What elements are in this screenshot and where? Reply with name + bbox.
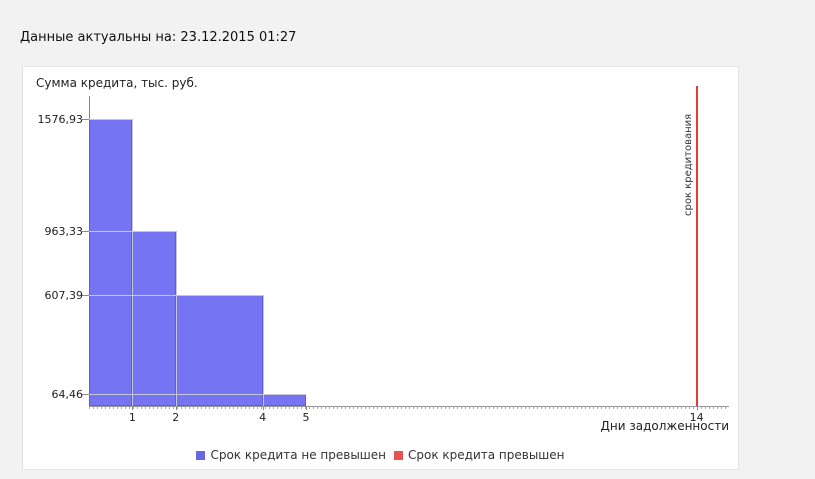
y-tick-label: 1576,93 (37, 113, 84, 126)
x-tick-label: 2 (172, 411, 180, 424)
x-axis-minor-ticks (89, 407, 729, 409)
bar (175, 295, 263, 406)
value-gridline (89, 230, 176, 232)
x-axis-title: Дни задолженности (600, 419, 730, 433)
y-tick-mark (82, 230, 89, 232)
credit-term-reference-line (695, 86, 698, 406)
x-tick-label: 14 (689, 411, 704, 424)
x-tick-mark (132, 406, 134, 410)
y-tick-label: 963,33 (44, 224, 84, 238)
legend-label: Срок кредита превышен (408, 448, 565, 462)
y-tick-mark (82, 295, 89, 297)
credit-term-reference-label: срок кредитования (683, 113, 694, 216)
chart-legend: Срок кредита не превышен Срок кредита пре… (23, 448, 738, 462)
bar-separator-line (262, 295, 264, 406)
x-axis-line (89, 406, 729, 407)
x-tick-mark (306, 406, 307, 410)
legend-swatch-icon (394, 450, 404, 460)
x-tick-mark (262, 406, 264, 410)
bar (262, 394, 306, 406)
y-tick-mark (82, 394, 89, 396)
value-gridline (89, 394, 306, 396)
legend-swatch-icon (196, 450, 206, 460)
x-tick-mark (175, 406, 177, 410)
x-tick-label: 4 (259, 411, 267, 424)
value-gridline (89, 295, 263, 297)
bar-separator-line (132, 119, 134, 406)
bar (132, 230, 176, 406)
bar (89, 119, 133, 406)
bar-separator-line (175, 230, 177, 406)
legend-label: Срок кредита не превышен (210, 448, 387, 462)
y-tick-label: 64,46 (51, 388, 84, 402)
x-tick-label: 5 (302, 411, 310, 424)
chart-panel: Сумма кредита, тыс. руб. срок кредитован… (22, 66, 739, 470)
value-gridline (89, 119, 133, 120)
legend-item: Срок кредита не превышен (196, 448, 386, 462)
legend-item: Срок кредита превышен (394, 448, 565, 462)
y-axis-title: Сумма кредита, тыс. руб. (36, 76, 198, 90)
y-tick-label: 607,39 (44, 289, 84, 303)
y-tick-mark (82, 119, 89, 120)
data-updated-text: Данные актуальны на: 23.12.2015 01:27 (20, 30, 297, 45)
x-tick-label: 1 (128, 411, 136, 424)
x-tick-mark (696, 406, 698, 410)
